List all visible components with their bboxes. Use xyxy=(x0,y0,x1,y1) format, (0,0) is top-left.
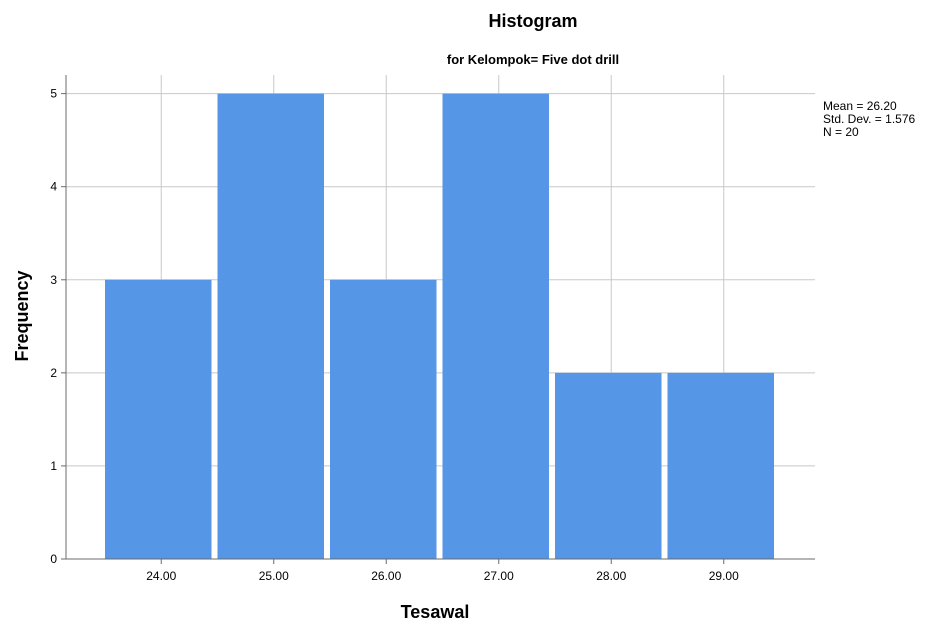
x-tick-label: 26.00 xyxy=(371,569,401,583)
y-tick-label: 1 xyxy=(50,459,57,473)
x-tick-label: 27.00 xyxy=(484,569,514,583)
x-axis-title: Tesawal xyxy=(401,602,470,622)
y-tick-label: 5 xyxy=(50,87,57,101)
y-tick-label: 4 xyxy=(50,180,57,194)
bars xyxy=(105,93,774,559)
stat-mean: Mean = 26.20 xyxy=(823,99,897,113)
histogram-bar xyxy=(105,279,212,559)
y-tick-label: 2 xyxy=(50,366,57,380)
axes xyxy=(61,75,815,564)
chart-title: Histogram xyxy=(488,11,577,31)
y-tick-label: 0 xyxy=(50,552,57,566)
stat-std-dev: Std. Dev. = 1.576 xyxy=(823,112,915,126)
histogram-bar xyxy=(667,372,774,559)
y-tick-label: 3 xyxy=(50,273,57,287)
histogram-bar xyxy=(555,372,662,559)
x-tick-labels: 24.00 25.00 26.00 27.00 28.00 29.00 xyxy=(146,569,739,583)
histogram-bar xyxy=(217,93,324,559)
histogram-bar xyxy=(442,93,549,559)
stats-box: Mean = 26.20 Std. Dev. = 1.576 N = 20 xyxy=(823,99,915,139)
x-tick-label: 29.00 xyxy=(709,569,739,583)
y-tick-labels: 0 1 2 3 4 5 xyxy=(50,87,57,566)
x-tick-label: 25.00 xyxy=(259,569,289,583)
x-tick-label: 24.00 xyxy=(146,569,176,583)
y-axis-title: Frequency xyxy=(12,270,32,361)
stat-n: N = 20 xyxy=(823,125,859,139)
chart-subtitle: for Kelompok= Five dot drill xyxy=(447,52,619,67)
x-tick-label: 28.00 xyxy=(596,569,626,583)
histogram-bar xyxy=(330,279,437,559)
